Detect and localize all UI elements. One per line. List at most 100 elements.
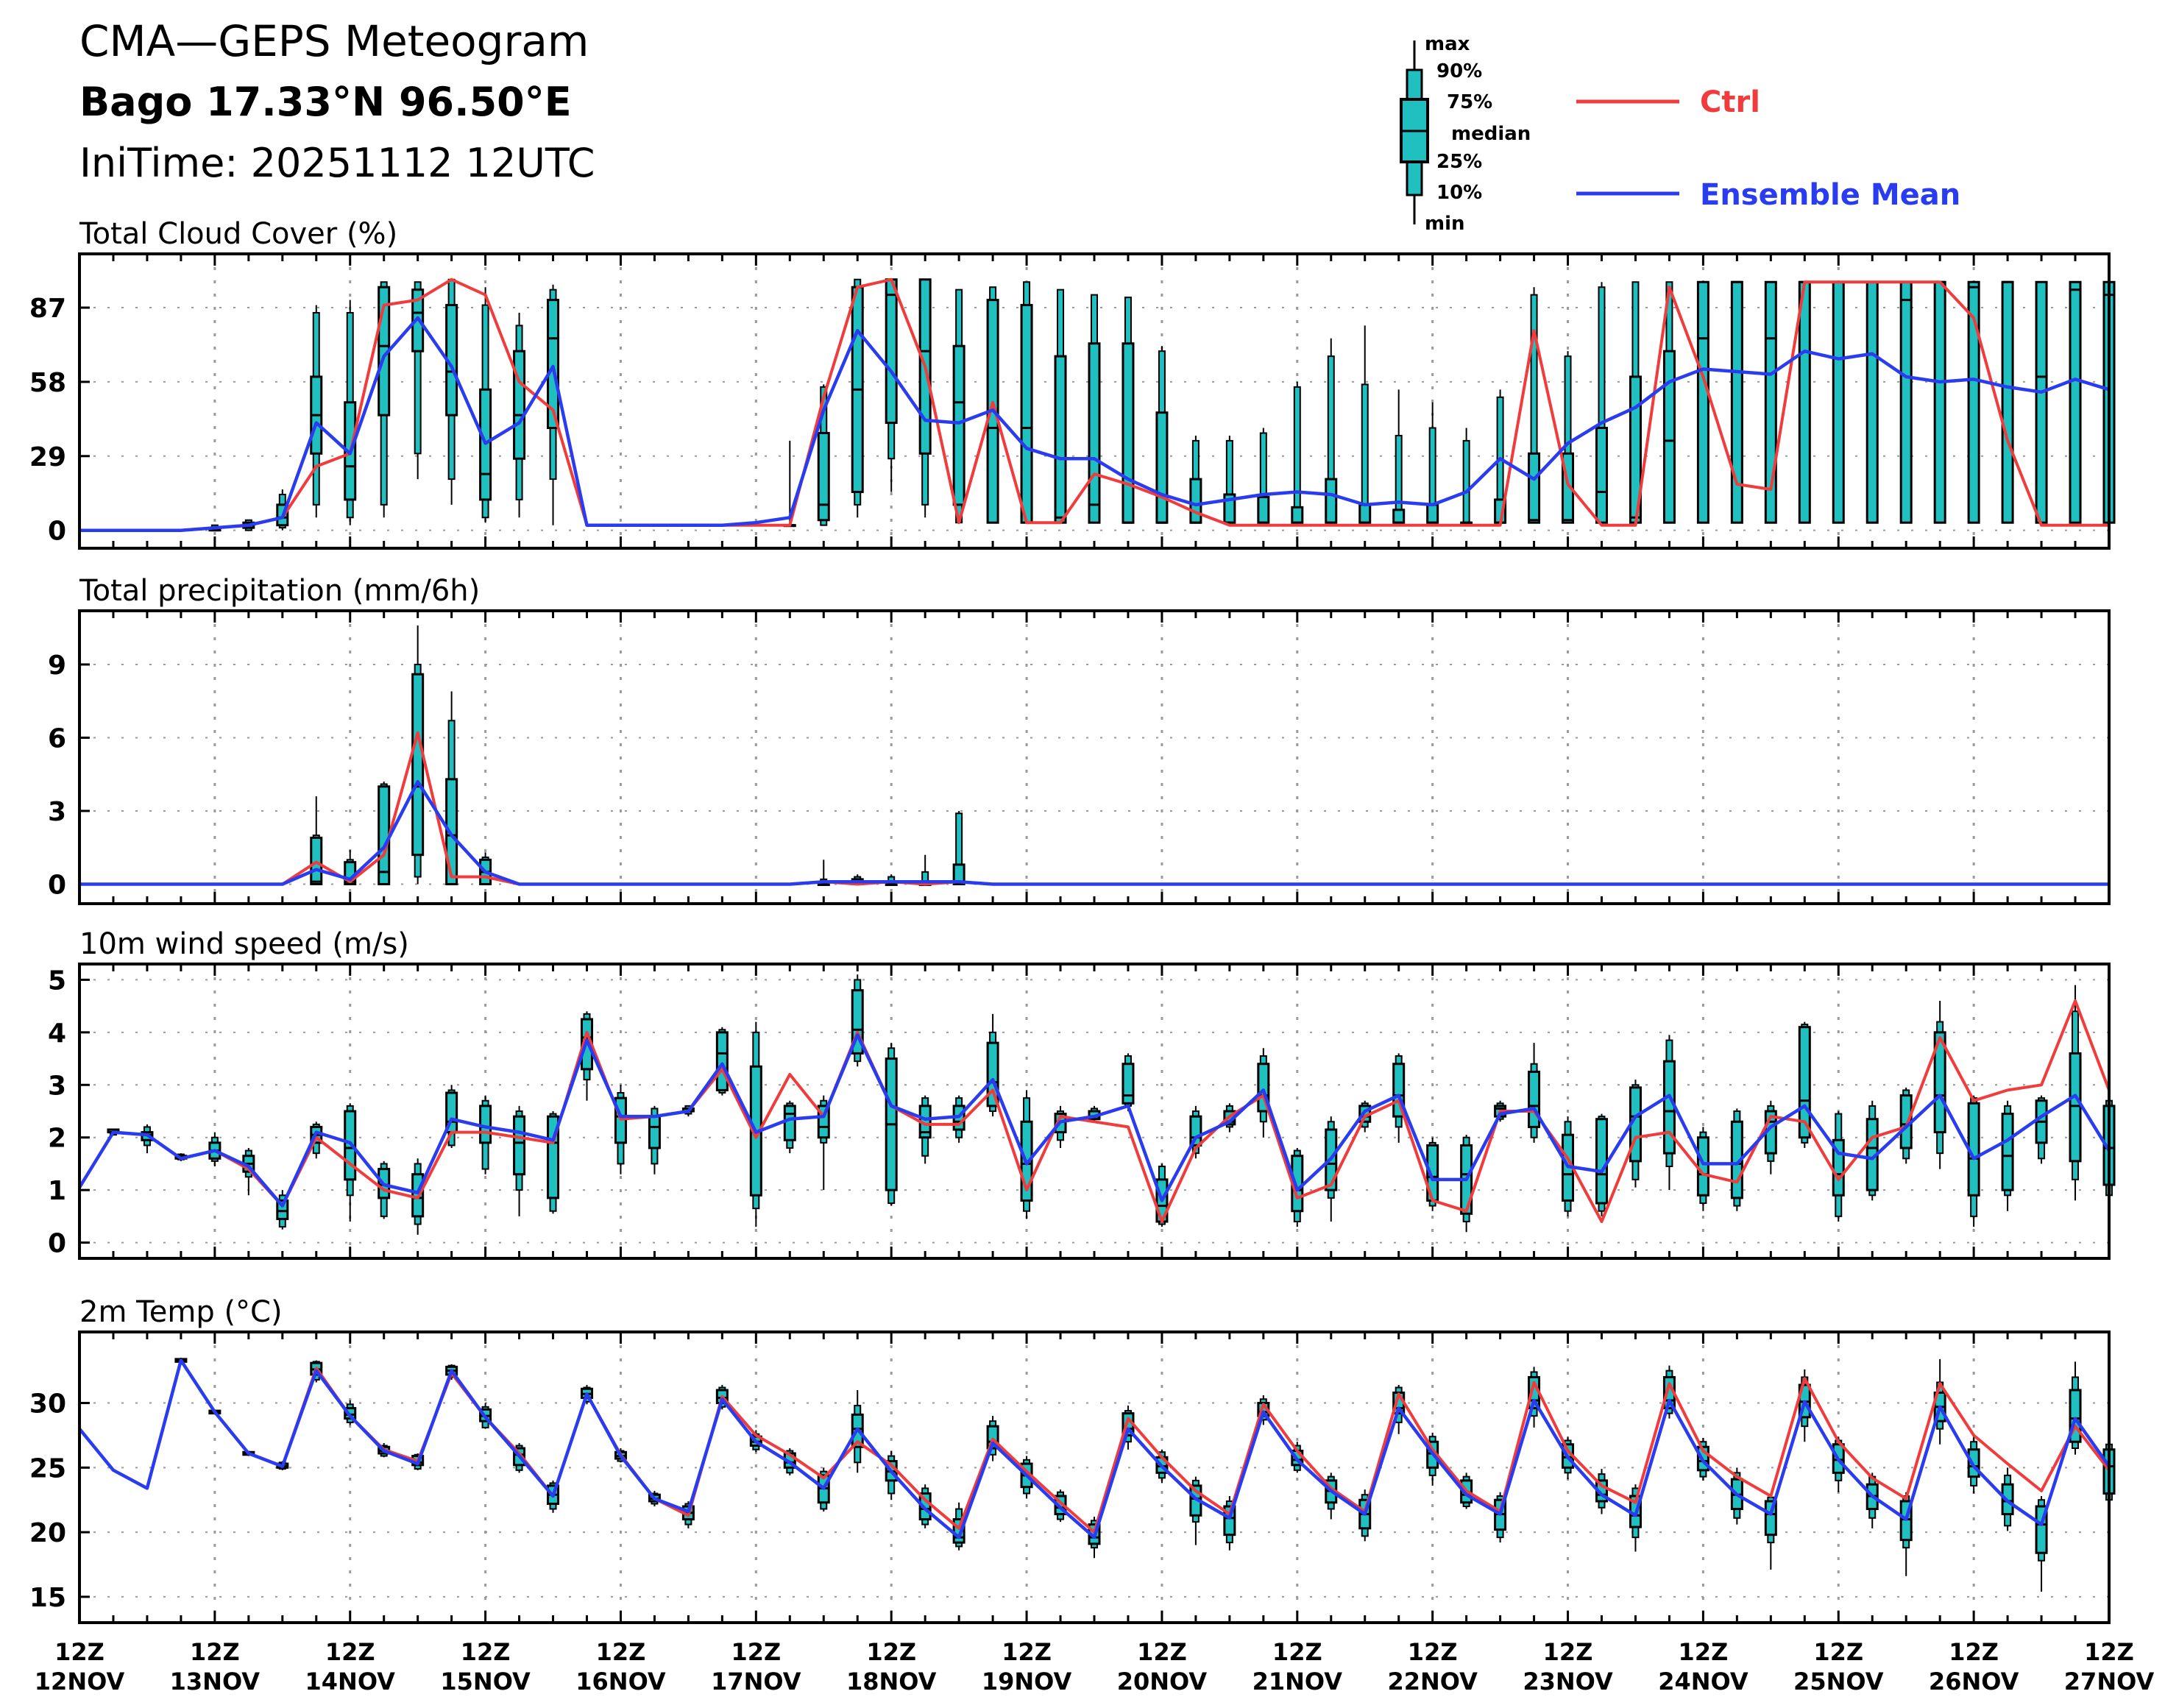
box-25-75 xyxy=(2069,1052,2082,1163)
box-whisker xyxy=(614,1085,627,1174)
box-10-90 xyxy=(1462,439,1470,524)
box-25-75 xyxy=(1595,1118,1608,1205)
box-whisker xyxy=(411,625,425,885)
box-10-90 xyxy=(414,281,422,455)
box-whisker xyxy=(1696,280,1709,524)
box-25-75 xyxy=(1122,1063,1135,1105)
box-whisker xyxy=(1798,280,1811,524)
box-whisker xyxy=(1392,389,1406,524)
box-25-75 xyxy=(2035,280,2048,524)
panel-title: Total Cloud Cover (%) xyxy=(79,217,397,251)
x-time-label: 12Z xyxy=(596,1638,646,1666)
box-whisker xyxy=(378,782,391,885)
plot-frame xyxy=(78,609,2111,905)
x-date-label: 26NOV xyxy=(1929,1668,2019,1695)
box-25-75 xyxy=(715,1031,729,1091)
box-whisker xyxy=(1426,1137,1439,1211)
x-time-label: 12Z xyxy=(190,1638,240,1666)
box-25-75 xyxy=(1122,342,1135,524)
y-tick-label: 0 xyxy=(48,1229,66,1259)
ctrl-line xyxy=(78,999,2111,1223)
y-tick-label: 5 xyxy=(48,965,66,996)
legend-box-label: max xyxy=(1425,33,1470,55)
box-25-75 xyxy=(547,299,560,430)
box-whisker xyxy=(1629,1080,1642,1188)
box-whisker xyxy=(918,1095,932,1164)
box-whisker xyxy=(1460,1135,1473,1233)
y-tick-label: 29 xyxy=(29,442,66,472)
box-25-75 xyxy=(378,785,391,885)
box-whisker xyxy=(1832,1111,1845,1222)
location-label: Bago 17.33°N 96.50°E xyxy=(79,79,572,125)
box-whisker xyxy=(1629,281,1642,524)
box-25-75 xyxy=(1257,495,1270,524)
box-25-75 xyxy=(1358,503,1372,524)
ctrl-line xyxy=(79,277,2109,532)
box-25-75 xyxy=(1865,280,1879,524)
legend-box-label: 25% xyxy=(1436,151,1482,173)
x-time-label: 12Z xyxy=(2084,1638,2134,1666)
y-tick-label: 4 xyxy=(48,1018,66,1049)
box-whisker xyxy=(1662,1035,1676,1191)
box-25-75 xyxy=(1696,280,1709,524)
box-whisker xyxy=(1595,282,1608,524)
box-25-75 xyxy=(952,863,965,885)
box-25-75 xyxy=(885,278,898,425)
y-tick-label: 58 xyxy=(29,368,66,398)
box-whisker xyxy=(1460,428,1473,525)
box-whisker xyxy=(1020,281,1033,524)
x-date-label: 18NOV xyxy=(846,1668,937,1695)
box-25-75 xyxy=(1392,508,1406,524)
box-whisker xyxy=(1832,280,1845,524)
box-whisker xyxy=(2035,1495,2048,1592)
box-whisker xyxy=(851,278,864,518)
box-whisker xyxy=(1865,280,1879,524)
x-time-label: 12Z xyxy=(1408,1638,1458,1666)
y-tick-label: 1 xyxy=(48,1176,66,1206)
y-tick-label: 0 xyxy=(48,517,66,547)
box-25-75 xyxy=(445,778,458,885)
panel-4: 2m Temp (°C) 15 20 25 30 xyxy=(29,1295,2116,1624)
box-whisker xyxy=(952,288,965,524)
y-tick-label: 25 xyxy=(29,1453,66,1484)
box-whisker xyxy=(1562,351,1575,524)
x-date-label: 27NOV xyxy=(2064,1668,2155,1695)
x-time-label: 12Z xyxy=(1679,1638,1729,1666)
y-tick-label: 2 xyxy=(48,1124,66,1154)
box-whisker xyxy=(952,810,965,885)
box-25-75 xyxy=(952,344,965,506)
box-whisker xyxy=(1865,1100,1879,1201)
box-whisker xyxy=(310,305,323,518)
ensemble-mean-line xyxy=(78,1358,2111,1539)
x-time-label: 12Z xyxy=(325,1638,375,1666)
legend-box-label: median xyxy=(1451,123,1531,145)
box-25-75 xyxy=(1662,350,1676,524)
box-25-75 xyxy=(1088,342,1101,524)
x-date-label: 13NOV xyxy=(170,1668,261,1695)
x-date-label: 12NOV xyxy=(35,1668,125,1695)
box-25-75 xyxy=(479,1105,492,1144)
box-whisker xyxy=(715,1027,729,1096)
y-tick-label: 15 xyxy=(29,1583,66,1613)
x-time-label: 12Z xyxy=(866,1638,916,1666)
y-tick-label: 87 xyxy=(29,294,66,324)
y-tick-label: 20 xyxy=(29,1518,66,1548)
box-25-75 xyxy=(1291,506,1304,524)
x-time-label: 12Z xyxy=(1543,1638,1593,1666)
box-whisker xyxy=(2001,1100,2014,1211)
ensemble-mean-line xyxy=(79,316,2110,532)
box-whisker xyxy=(1967,1095,1980,1227)
y-tick-label: 6 xyxy=(48,723,66,754)
box-10-90 xyxy=(1293,386,1301,524)
x-time-label: 12Z xyxy=(1137,1638,1187,1666)
legend-box-label: min xyxy=(1425,213,1465,235)
box-25-75 xyxy=(1933,280,1946,524)
panel-1: Total Cloud Cover (%) 0 29 58 87 xyxy=(29,217,2116,550)
box-whisker xyxy=(445,691,458,885)
box-25-75 xyxy=(648,1115,661,1149)
box-25-75 xyxy=(1798,280,1811,524)
plot-area xyxy=(79,1332,2109,1623)
legend-box-label: 10% xyxy=(1436,182,1482,204)
